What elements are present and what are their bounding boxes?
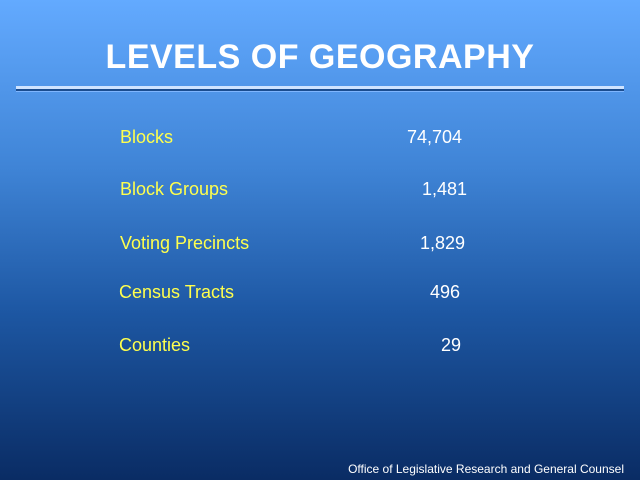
row-value: 74,704 [406,127,462,147]
slide-title: LEVELS OF GEOGRAPHY [105,38,535,76]
row-value: 1,829 [419,233,465,253]
row-label: Voting Precincts [120,233,250,253]
row-value: 1,481 [421,179,467,199]
row-value: 496 [429,282,460,302]
title-rule [16,86,624,91]
footer: Office of Legislative Research and Gener… [348,462,624,476]
row-label: Census Tracts [119,282,235,302]
row-label: Block Groups [120,179,229,199]
row-value: 29 [440,335,461,355]
row-label: Blocks [120,127,174,147]
row-label: Counties [119,335,191,355]
